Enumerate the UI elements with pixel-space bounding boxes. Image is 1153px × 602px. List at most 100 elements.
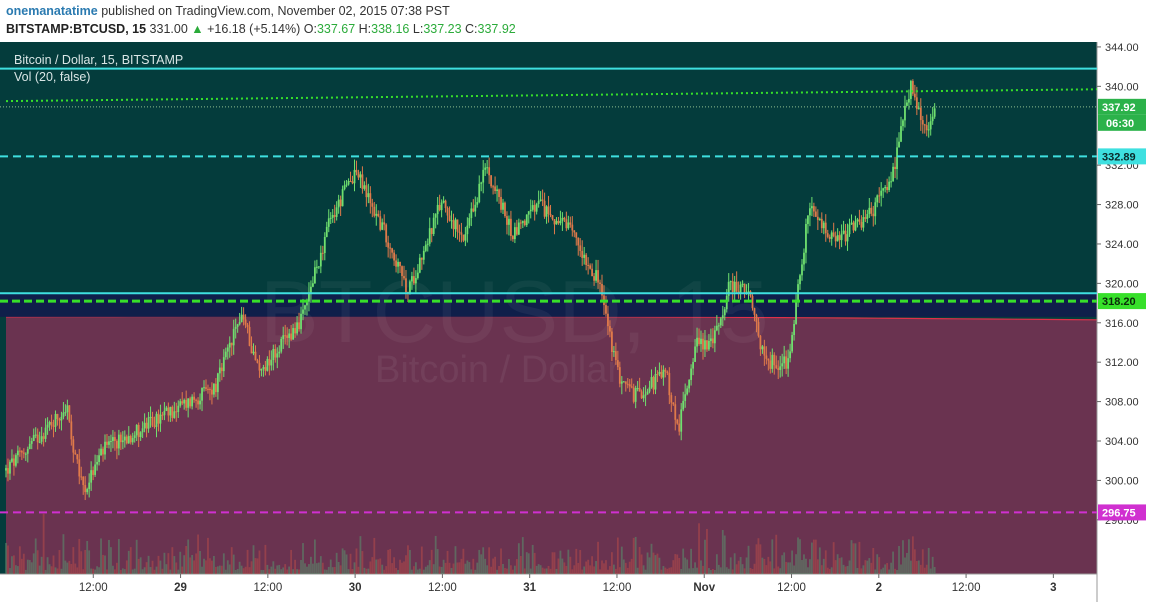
volume-bar: [581, 569, 584, 574]
volume-bar: [719, 567, 722, 574]
volume-bar: [708, 568, 710, 574]
volume-bar: [519, 556, 522, 574]
volume-bar: [430, 549, 433, 574]
volume-bar: [628, 561, 631, 574]
candle-body: [133, 435, 136, 438]
candle-body: [171, 406, 174, 418]
volume-bar: [434, 535, 437, 574]
volume-bar: [7, 545, 9, 574]
volume-bar: [377, 559, 380, 574]
volume-bar: [68, 560, 71, 574]
volume-bar: [721, 530, 724, 574]
candle-body: [411, 276, 413, 282]
price-axis[interactable]: 344.00340.00332.00328.00324.00320.00316.…: [1097, 42, 1139, 527]
volume-bar: [151, 560, 154, 574]
candle-body: [646, 391, 649, 395]
volume-bar: [614, 568, 617, 574]
volume-bar: [638, 547, 641, 574]
volume-bar: [175, 562, 178, 574]
candle-body: [159, 414, 162, 424]
candle-body: [547, 206, 550, 215]
candle-body: [286, 335, 289, 338]
volume-bar: [741, 564, 744, 574]
candle-body: [605, 305, 607, 314]
volume-bar: [220, 565, 223, 574]
volume-bar: [5, 542, 7, 574]
candle-body: [416, 272, 419, 279]
volume-bar: [191, 554, 194, 574]
volume-bar: [789, 562, 792, 574]
candle-body: [494, 186, 496, 191]
volume-bar: [278, 564, 281, 574]
volume-bar: [179, 551, 182, 574]
candle-body: [129, 436, 132, 443]
candle-body: [86, 489, 89, 493]
volume-bar: [359, 536, 362, 574]
time-axis[interactable]: 12:00 29 12:00 30 12:00 31 12:00 Nov 12:00 2 12:00…: [79, 574, 1057, 594]
y-tick-label: 304.00: [1105, 436, 1139, 448]
candle-body: [432, 217, 435, 234]
volume-bar: [290, 549, 293, 574]
volume-bar: [375, 559, 378, 574]
volume-bar: [591, 556, 594, 574]
volume-bar: [56, 568, 59, 574]
volume-bar: [153, 569, 156, 574]
candle-body: [670, 395, 673, 403]
candle-body: [446, 208, 449, 216]
volume-bar: [733, 553, 736, 574]
volume-bar: [927, 547, 930, 574]
high-value: 338.16: [371, 22, 410, 36]
symbol-label: BITSTAMP:BTCUSD, 15: [6, 22, 147, 36]
volume-bar: [757, 538, 760, 574]
volume-bar: [644, 569, 647, 574]
volume-bar: [547, 565, 550, 574]
price-chart[interactable]: BTCUSD, 15 Bitcoin / Dollar 344.00 340.00…: [0, 42, 1153, 602]
legend-title: Bitcoin / Dollar, 15, BITSTAMP: [14, 53, 184, 67]
candle-body: [185, 399, 188, 408]
volume-bar: [809, 559, 811, 574]
candle-body: [882, 188, 885, 191]
volume-bar: [551, 552, 554, 574]
volume-bar: [323, 569, 326, 574]
candle-body: [812, 206, 815, 212]
candle-body: [298, 322, 300, 330]
volume-bar: [749, 567, 752, 574]
candle-body: [56, 413, 59, 420]
volume-bar: [515, 559, 518, 574]
candle-body: [824, 222, 827, 234]
volume-bar: [117, 539, 120, 574]
volume-bar: [525, 552, 528, 574]
trend-line[interactable]: [5, 88, 1098, 103]
volume-bar: [512, 569, 514, 574]
candle-body: [44, 427, 47, 439]
volume-bar: [119, 569, 122, 574]
volume-bar: [599, 569, 601, 574]
price-labels: 332.89 318.20 296.75 337.92 06:30: [1098, 98, 1146, 521]
candle-body: [367, 193, 370, 198]
x-tick-label: 31: [523, 582, 536, 594]
support-low-tag: [1098, 504, 1146, 521]
volume-bar: [38, 565, 41, 574]
candle-body: [84, 485, 87, 493]
candle-body: [450, 220, 453, 222]
volume-bar: [616, 537, 619, 574]
candle-body: [60, 416, 63, 421]
author-link[interactable]: onemanatatime: [6, 4, 98, 18]
candle-body: [551, 215, 554, 220]
volume-bar: [218, 565, 221, 574]
candle-body: [222, 357, 225, 372]
candle-body: [193, 396, 196, 400]
y-tick-label: 344.00: [1105, 42, 1139, 54]
candle-body: [82, 476, 85, 486]
volume-bar: [573, 565, 576, 574]
candle-body: [339, 199, 342, 207]
candle-body: [607, 313, 609, 327]
volume-bar: [807, 567, 809, 574]
candle-body: [789, 351, 792, 359]
volume-bar: [779, 568, 782, 574]
candle-body: [858, 219, 861, 222]
candle-body: [175, 411, 178, 413]
candle-body: [822, 222, 825, 229]
volume-bar: [248, 567, 251, 574]
candle-body: [622, 381, 625, 383]
